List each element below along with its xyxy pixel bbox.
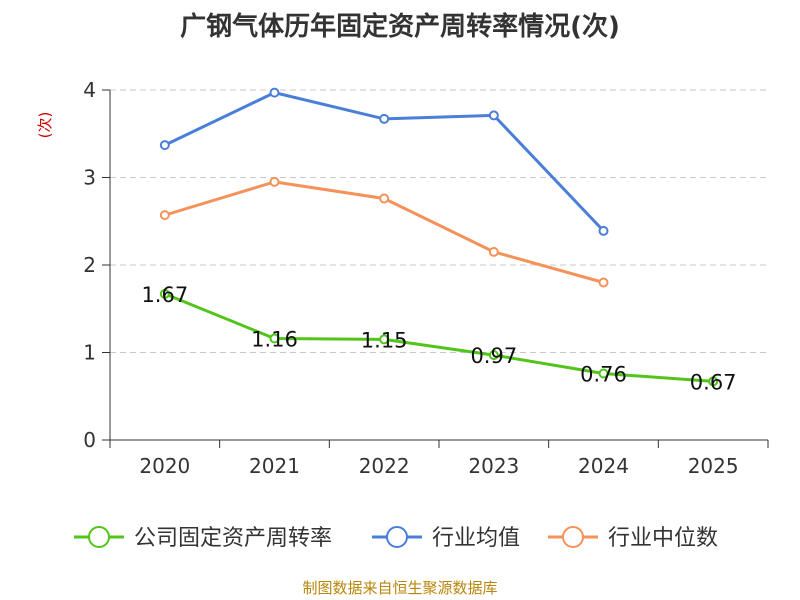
data-point: [488, 350, 499, 361]
legend-item[interactable]: 公司固定资产周转率: [74, 526, 332, 551]
data-point: [488, 246, 499, 257]
legend-item[interactable]: 行业中位数: [548, 526, 718, 551]
series-line-1: [164, 91, 605, 232]
data-label: 0.97: [470, 344, 517, 368]
x-tick-label: 2024: [578, 454, 629, 478]
data-point: [598, 277, 609, 288]
legend-label: 公司固定资产周转率: [134, 526, 332, 551]
legend-marker-icon: [562, 526, 584, 548]
axes: 0 1 2 3 4 2020 2021 2022 2023 2024 2025: [83, 78, 769, 478]
data-point: [269, 87, 280, 98]
data-point: [269, 176, 280, 187]
series-lines: [159, 87, 719, 387]
x-tick-label: 2020: [139, 454, 190, 478]
data-point: [159, 140, 170, 151]
x-tick-label: 2023: [468, 454, 519, 478]
data-point: [379, 113, 390, 124]
y-tick-label: 3: [83, 166, 96, 190]
legend-marker-icon: [386, 526, 408, 548]
data-point: [488, 110, 499, 121]
legend-label: 行业中位数: [608, 526, 718, 551]
x-tick-label: 2021: [249, 454, 300, 478]
y-tick-label: 1: [83, 341, 96, 365]
y-tick-label: 4: [83, 78, 96, 102]
data-point: [379, 193, 390, 204]
y-axis-label: (次): [36, 112, 54, 139]
data-label: 0.67: [690, 370, 737, 394]
chart-title: 广钢气体历年固定资产周转率情况(次): [180, 12, 620, 42]
legend-marker-icon: [88, 526, 110, 548]
y-tick-label: 0: [83, 428, 96, 452]
y-tick-label: 2: [83, 253, 96, 277]
legend-label: 行业均值: [432, 526, 520, 551]
data-point: [159, 288, 170, 299]
data-point: [379, 334, 390, 345]
data-label: 0.76: [580, 363, 627, 387]
series-line-0: [164, 292, 714, 383]
data-label: 1.16: [251, 328, 298, 352]
legend-item[interactable]: 行业均值: [372, 526, 520, 551]
legend[interactable]: 公司固定资产周转率 行业均值 行业中位数: [74, 526, 718, 551]
data-point: [598, 368, 609, 379]
data-point: [269, 333, 280, 344]
x-tick-label: 2025: [688, 454, 739, 478]
data-point: [598, 225, 609, 236]
data-label: 1.15: [361, 328, 408, 352]
data-point: [159, 210, 170, 221]
x-tick-label: 2022: [359, 454, 410, 478]
data-labels: 1.67 1.16 1.15 0.97 0.76 0.67: [141, 283, 736, 395]
source-note: 制图数据来自恒生聚源数据库: [302, 579, 498, 597]
data-label: 1.67: [141, 283, 188, 307]
data-point: [708, 376, 719, 387]
